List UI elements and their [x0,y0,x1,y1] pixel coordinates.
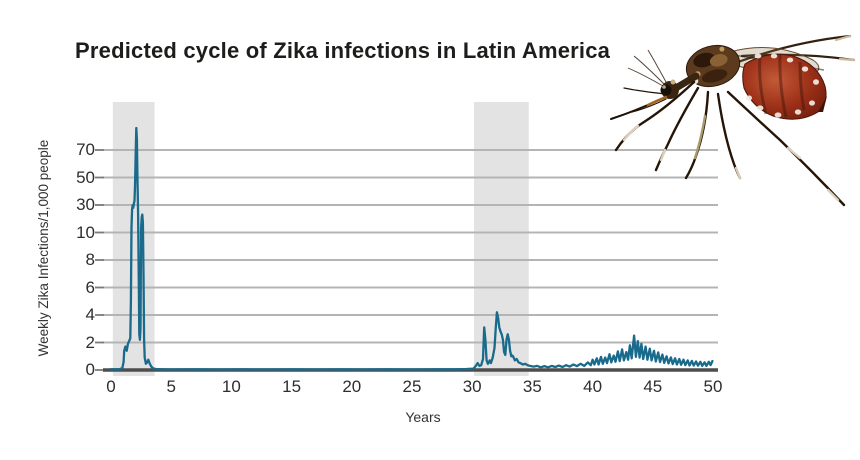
mosquito-legs [614,80,846,207]
page-title: Predicted cycle of Zika infections in La… [75,38,611,63]
x-tick-label: 10 [221,377,241,396]
x-tick-label: 5 [166,377,176,396]
mosquito-abdomen [742,53,827,120]
y-tick-label: 8 [85,250,95,269]
y-tick-label: 70 [76,140,95,159]
x-tick-label: 50 [703,377,723,396]
x-axis-title: Years [405,409,441,425]
y-tick-label: 30 [76,195,95,214]
x-tick-label: 25 [402,377,422,396]
y-tick-label: 0 [85,360,95,379]
infections-line [109,126,714,371]
x-tick-label: 40 [583,377,603,396]
x-tick-label: 20 [342,377,362,396]
x-tick-label: 30 [462,377,482,396]
x-tick-label: 0 [106,377,116,396]
x-tick-label: 35 [522,377,542,396]
mosquito-thorax [685,44,741,88]
y-tick-label: 4 [85,305,95,324]
y-tick-label: 2 [85,332,95,352]
mosquito-antennae [627,49,667,87]
mosquito-proboscis [610,87,668,120]
mosquito-image [610,34,856,207]
x-tick-label: 45 [643,377,663,396]
y-tick-label: 50 [76,167,95,187]
y-tick-label: 6 [85,277,95,297]
highlight-region [112,102,155,376]
x-tick-label: 15 [282,377,302,396]
y-tick-label: 10 [76,222,95,242]
